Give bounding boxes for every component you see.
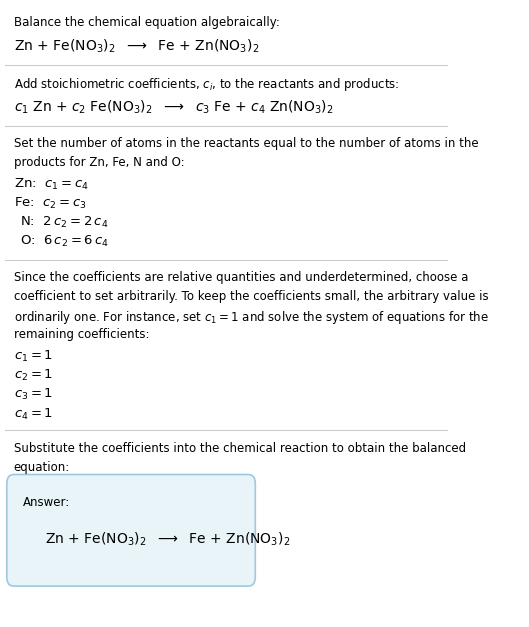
Text: Since the coefficients are relative quantities and underdetermined, choose a: Since the coefficients are relative quan… [14,271,468,284]
Text: $c_3 = 1$: $c_3 = 1$ [14,387,52,403]
Text: $c_1 = 1$: $c_1 = 1$ [14,349,52,364]
Text: coefficient to set arbitrarily. To keep the coefficients small, the arbitrary va: coefficient to set arbitrarily. To keep … [14,290,488,303]
Text: Zn + Fe(NO$_3$)$_2$  $\longrightarrow$  Fe + Zn(NO$_3$)$_2$: Zn + Fe(NO$_3$)$_2$ $\longrightarrow$ Fe… [14,38,259,55]
FancyBboxPatch shape [7,475,256,586]
Text: O:  $6\,c_2 = 6\,c_4$: O: $6\,c_2 = 6\,c_4$ [20,234,110,250]
Text: Substitute the coefficients into the chemical reaction to obtain the balanced: Substitute the coefficients into the che… [14,442,466,455]
Text: Set the number of atoms in the reactants equal to the number of atoms in the: Set the number of atoms in the reactants… [14,137,478,150]
Text: ordinarily one. For instance, set $c_1 = 1$ and solve the system of equations fo: ordinarily one. For instance, set $c_1 =… [14,309,488,326]
Text: Zn + Fe(NO$_3$)$_2$  $\longrightarrow$  Fe + Zn(NO$_3$)$_2$: Zn + Fe(NO$_3$)$_2$ $\longrightarrow$ Fe… [45,531,290,549]
Text: remaining coefficients:: remaining coefficients: [14,328,149,341]
Text: equation:: equation: [14,461,70,474]
Text: $c_2 = 1$: $c_2 = 1$ [14,368,52,383]
Text: $c_1$ Zn + $c_2$ Fe(NO$_3$)$_2$  $\longrightarrow$  $c_3$ Fe + $c_4$ Zn(NO$_3$)$: $c_1$ Zn + $c_2$ Fe(NO$_3$)$_2$ $\longri… [14,98,333,116]
Text: $c_4 = 1$: $c_4 = 1$ [14,406,52,421]
Text: products for Zn, Fe, N and O:: products for Zn, Fe, N and O: [14,156,184,169]
Text: Fe:  $c_2 = c_3$: Fe: $c_2 = c_3$ [14,196,86,211]
Text: Add stoichiometric coefficients, $c_i$, to the reactants and products:: Add stoichiometric coefficients, $c_i$, … [14,76,399,93]
Text: Answer:: Answer: [23,497,70,510]
Text: Zn:  $c_1 = c_4$: Zn: $c_1 = c_4$ [14,177,88,192]
Text: N:  $2\,c_2 = 2\,c_4$: N: $2\,c_2 = 2\,c_4$ [20,215,109,230]
Text: Balance the chemical equation algebraically:: Balance the chemical equation algebraica… [14,16,279,29]
